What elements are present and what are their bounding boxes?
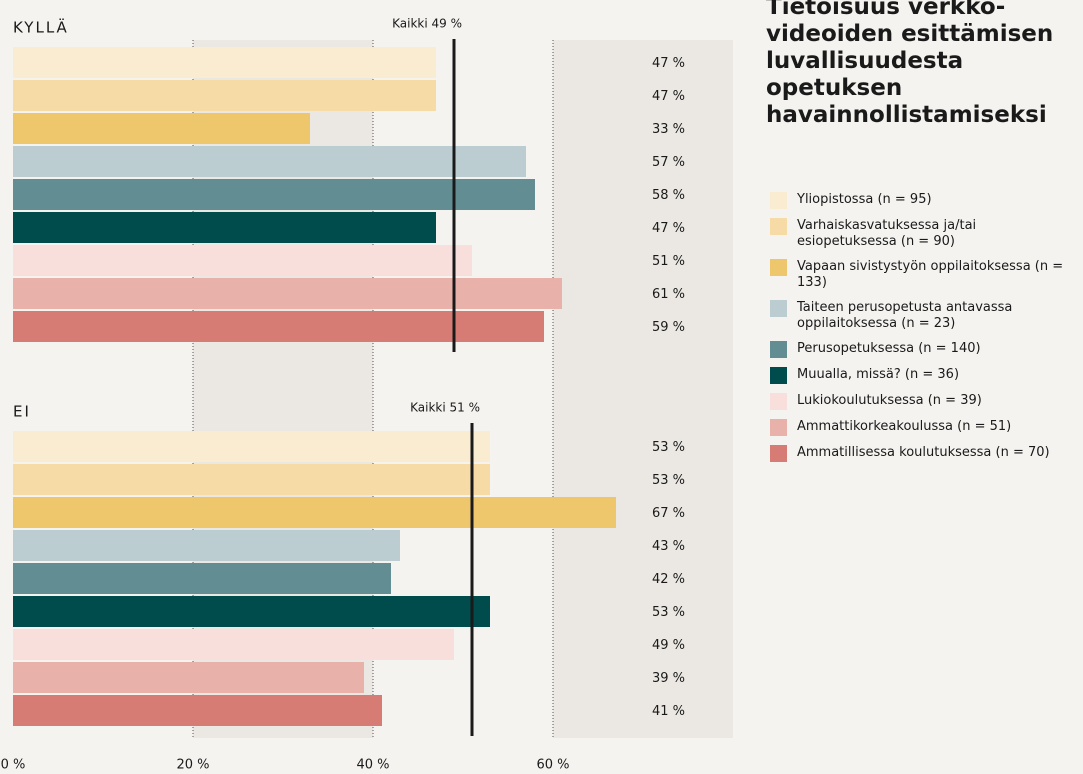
legend: Yliopistossa (n = 95) Varhaiskasvatuksess… xyxy=(770,192,1080,462)
bar xyxy=(13,464,490,495)
bar xyxy=(13,311,544,342)
bar xyxy=(13,662,364,693)
value-label: 47 % xyxy=(652,221,685,236)
legend-swatch xyxy=(770,419,787,436)
value-label: 67 % xyxy=(652,506,685,521)
value-label: 61 % xyxy=(652,287,685,302)
legend-label: Lukiokoulutuksessa (n = 39) xyxy=(797,393,982,408)
legend-item: Perusopetuksessa (n = 140) xyxy=(770,341,1080,358)
panel-title: EI xyxy=(13,403,31,421)
value-label: 33 % xyxy=(652,122,685,137)
value-label: 57 % xyxy=(652,155,685,170)
value-label: 53 % xyxy=(652,473,685,488)
bar xyxy=(13,80,436,111)
legend-item: Lukiokoulutuksessa (n = 39) xyxy=(770,393,1080,410)
value-label: 53 % xyxy=(652,440,685,455)
value-label: 41 % xyxy=(652,704,685,719)
legend-label: Ammatillisessa koulutuksessa (n = 70) xyxy=(797,445,1050,460)
legend-swatch xyxy=(770,300,787,317)
bar xyxy=(13,596,490,627)
band xyxy=(553,40,733,738)
legend-swatch xyxy=(770,393,787,410)
legend-item: Ammattikorkeakoulussa (n = 51) xyxy=(770,419,1080,436)
legend-label: Vapaan sivistystyön oppilaitoksessa (n =… xyxy=(797,259,1064,290)
value-label: 39 % xyxy=(652,671,685,686)
bar xyxy=(13,113,310,144)
legend-swatch xyxy=(770,218,787,235)
panel-title: KYLLÄ xyxy=(13,18,69,37)
x-tick-label: 0 % xyxy=(1,758,26,773)
legend-item: Muualla, missä? (n = 36) xyxy=(770,367,1080,384)
bar xyxy=(13,629,454,660)
value-label: 59 % xyxy=(652,320,685,335)
bar xyxy=(13,431,490,462)
legend-swatch xyxy=(770,445,787,462)
value-label: 42 % xyxy=(652,572,685,587)
bar xyxy=(13,695,382,726)
legend-label: Ammattikorkeakoulussa (n = 51) xyxy=(797,419,1012,434)
x-tick-label: 60 % xyxy=(536,758,569,773)
bar xyxy=(13,245,472,276)
legend-label: Taiteen perusopetusta antavassa oppilait… xyxy=(797,300,1013,331)
legend-item: Varhaiskasvatuksessa ja/tai esiopetukses… xyxy=(770,218,1080,250)
x-tick-label: 20 % xyxy=(176,758,209,773)
legend-item: Taiteen perusopetusta antavassa oppilait… xyxy=(770,300,1080,332)
legend-item: Ammatillisessa koulutuksessa (n = 70) xyxy=(770,445,1080,462)
value-label: 51 % xyxy=(652,254,685,269)
reference-label: Kaikki 49 % xyxy=(392,17,462,31)
legend-label: Perusopetuksessa (n = 140) xyxy=(797,341,981,356)
legend-swatch xyxy=(770,192,787,209)
value-label: 49 % xyxy=(652,638,685,653)
bar xyxy=(13,278,562,309)
value-label: 43 % xyxy=(652,539,685,554)
value-label: 47 % xyxy=(652,56,685,71)
chart: 0 % 20 % 40 % 60 % KYLLÄ 47 % 47 % 33 % 57 % 58 %… xyxy=(1,17,733,773)
bar xyxy=(13,179,535,210)
bar xyxy=(13,497,616,528)
bar xyxy=(13,146,526,177)
bar xyxy=(13,212,436,243)
value-label: 53 % xyxy=(652,605,685,620)
legend-label: Varhaiskasvatuksessa ja/tai esiopetukses… xyxy=(797,218,977,249)
legend-swatch xyxy=(770,367,787,384)
bar xyxy=(13,530,400,561)
x-tick-label: 40 % xyxy=(356,758,389,773)
legend-label: Yliopistossa (n = 95) xyxy=(797,192,932,207)
legend-swatch xyxy=(770,341,787,358)
bar xyxy=(13,563,391,594)
reference-label: Kaikki 51 % xyxy=(410,401,480,415)
value-label: 58 % xyxy=(652,188,685,203)
legend-item: Vapaan sivistystyön oppilaitoksessa (n =… xyxy=(770,259,1080,291)
chart-title: Tietoisuus verkko­videoiden esittämisen … xyxy=(766,0,1054,128)
legend-label: Muualla, missä? (n = 36) xyxy=(797,367,960,382)
value-label: 47 % xyxy=(652,89,685,104)
bar xyxy=(13,47,436,78)
legend-swatch xyxy=(770,259,787,276)
legend-item: Yliopistossa (n = 95) xyxy=(770,192,1080,209)
